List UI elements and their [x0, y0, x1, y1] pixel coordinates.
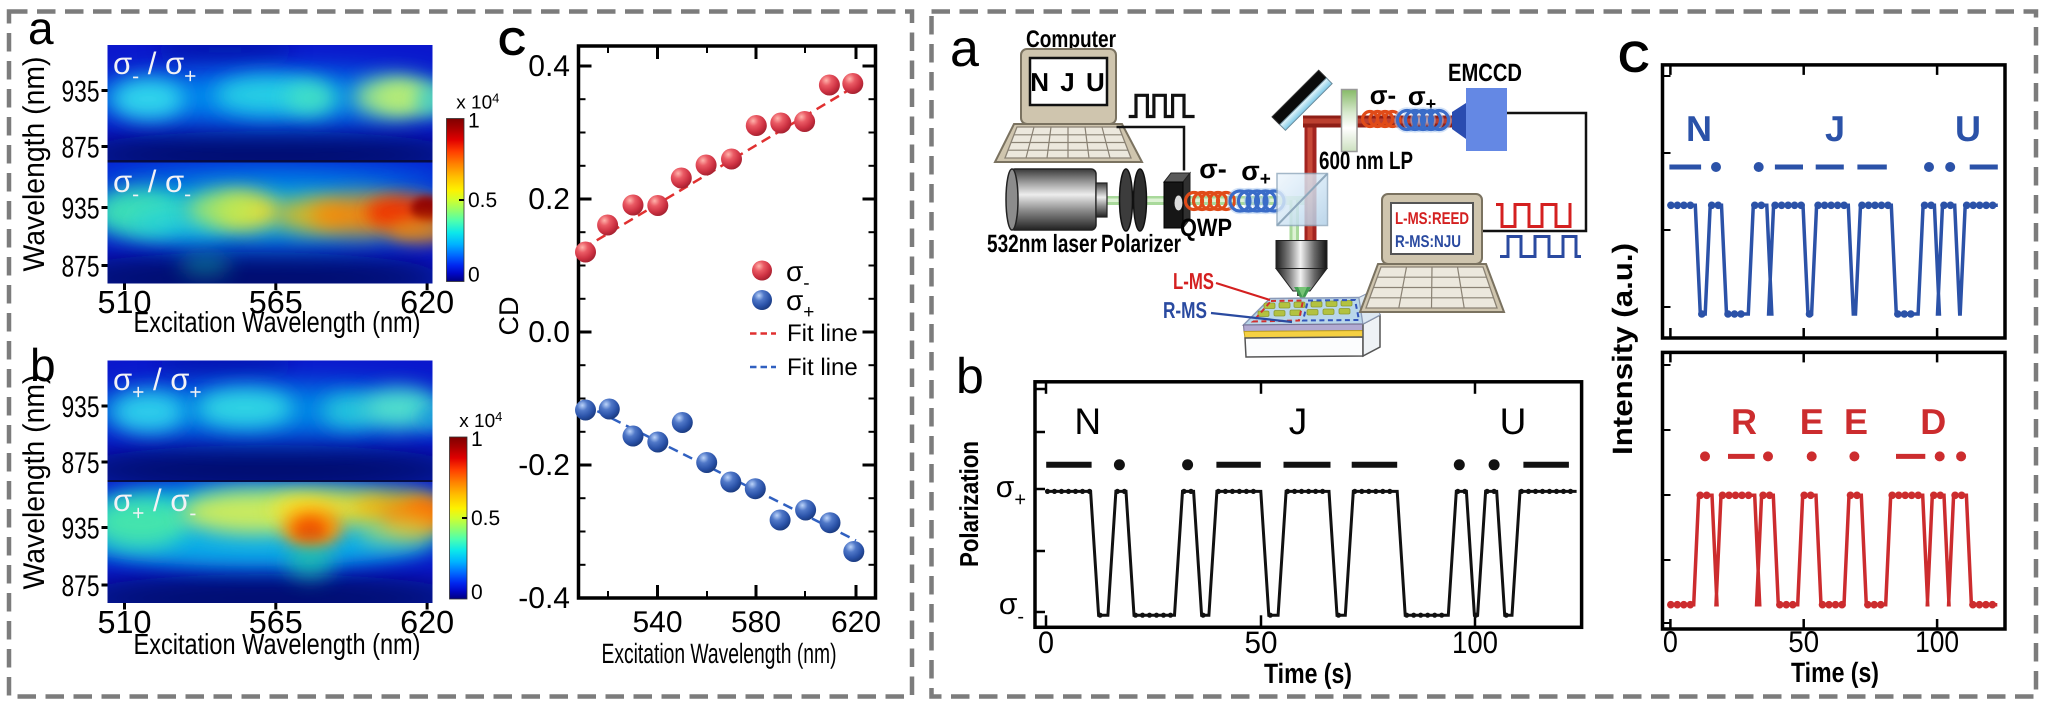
svg-text:0.2: 0.2 — [528, 183, 570, 216]
svg-text:0.5: 0.5 — [471, 507, 500, 530]
svg-text:540: 540 — [632, 606, 682, 639]
svg-text:L-MS:REED: L-MS:REED — [1395, 209, 1469, 228]
svg-text:J: J — [1825, 108, 1845, 149]
svg-text:E: E — [1800, 401, 1824, 442]
svg-text:L-MS: L-MS — [1173, 268, 1214, 294]
svg-text:510: 510 — [98, 604, 152, 640]
svg-text:875: 875 — [62, 570, 100, 603]
svg-text:x 104: x 104 — [459, 409, 502, 432]
svg-text:N J U: N J U — [1030, 67, 1106, 97]
svg-text:Wavelength (nm): Wavelength (nm) — [18, 57, 51, 272]
svg-text:U: U — [1955, 108, 1981, 149]
svg-text:0.4: 0.4 — [528, 50, 570, 83]
svg-text:532nm laser: 532nm laser — [987, 230, 1097, 258]
svg-text:U: U — [1500, 401, 1527, 442]
svg-text:0: 0 — [471, 581, 483, 604]
svg-text:580: 580 — [731, 606, 781, 639]
svg-text:QWP: QWP — [1180, 214, 1232, 242]
svg-text:a: a — [28, 2, 54, 54]
svg-text:CD: CD — [494, 297, 524, 336]
svg-text:σ-: σ- — [1370, 80, 1396, 110]
svg-text:Polarizer: Polarizer — [1101, 230, 1181, 258]
svg-text:σ+: σ+ — [786, 285, 814, 323]
svg-text:0.0: 0.0 — [528, 316, 570, 349]
svg-text:1: 1 — [471, 428, 483, 451]
svg-text:0: 0 — [468, 264, 480, 287]
svg-text:100: 100 — [1452, 625, 1498, 660]
svg-text:C: C — [1618, 33, 1650, 82]
svg-text:620: 620 — [400, 604, 454, 640]
svg-text:b: b — [956, 348, 984, 404]
svg-text:0: 0 — [1038, 625, 1054, 660]
svg-text:σ-: σ- — [999, 588, 1024, 628]
svg-text:x 104: x 104 — [456, 91, 499, 114]
svg-text:D: D — [1920, 401, 1946, 442]
svg-text:-0.4: -0.4 — [518, 582, 570, 615]
svg-text:Time (s): Time (s) — [1791, 657, 1879, 688]
svg-text:565: 565 — [249, 604, 303, 640]
svg-text:Fit line: Fit line — [787, 354, 858, 381]
svg-text:50: 50 — [1245, 625, 1278, 660]
svg-text:Excitation Wavelength (nm): Excitation Wavelength (nm) — [602, 638, 837, 669]
svg-text:935: 935 — [62, 193, 100, 226]
svg-text:875: 875 — [62, 132, 100, 165]
svg-text:N: N — [1074, 401, 1101, 442]
svg-text:Polarization: Polarization — [954, 441, 984, 567]
svg-text:620: 620 — [831, 606, 881, 639]
svg-text:EMCCD: EMCCD — [1448, 59, 1522, 87]
svg-text:Intensity (a.u.): Intensity (a.u.) — [1607, 243, 1638, 455]
svg-text:875: 875 — [62, 447, 100, 480]
svg-text:C: C — [498, 21, 526, 64]
svg-text:935: 935 — [62, 391, 100, 424]
svg-text:a: a — [950, 20, 979, 78]
svg-text:0.5: 0.5 — [468, 189, 497, 212]
svg-text:Time (s): Time (s) — [1264, 658, 1352, 689]
svg-text:50: 50 — [1788, 626, 1819, 659]
svg-text:600 nm LP: 600 nm LP — [1319, 147, 1413, 175]
svg-text:N: N — [1686, 108, 1712, 149]
svg-text:σ-: σ- — [1199, 154, 1226, 184]
svg-text:σ+: σ+ — [1241, 156, 1271, 190]
svg-text:E: E — [1844, 401, 1868, 442]
svg-text:Excitation Wavelength (nm): Excitation Wavelength (nm) — [134, 629, 421, 661]
svg-text:935: 935 — [62, 76, 100, 109]
svg-text:100: 100 — [1915, 626, 1959, 659]
svg-text:0: 0 — [1663, 626, 1678, 659]
svg-text:R-MS:NJU: R-MS:NJU — [1395, 232, 1461, 251]
svg-text:Excitation Wavelength (nm): Excitation Wavelength (nm) — [134, 307, 421, 339]
svg-text:b: b — [30, 339, 56, 391]
svg-text:-0.2: -0.2 — [518, 449, 570, 482]
svg-text:875: 875 — [62, 251, 100, 284]
svg-text:1: 1 — [468, 110, 480, 133]
svg-text:935: 935 — [62, 513, 100, 546]
svg-text:Wavelength (nm): Wavelength (nm) — [18, 375, 51, 590]
svg-text:J: J — [1289, 401, 1308, 442]
svg-text:σ+: σ+ — [996, 471, 1026, 511]
svg-text:R: R — [1731, 401, 1757, 442]
svg-text:Fit line: Fit line — [787, 320, 858, 347]
svg-text:R-MS: R-MS — [1163, 297, 1207, 323]
